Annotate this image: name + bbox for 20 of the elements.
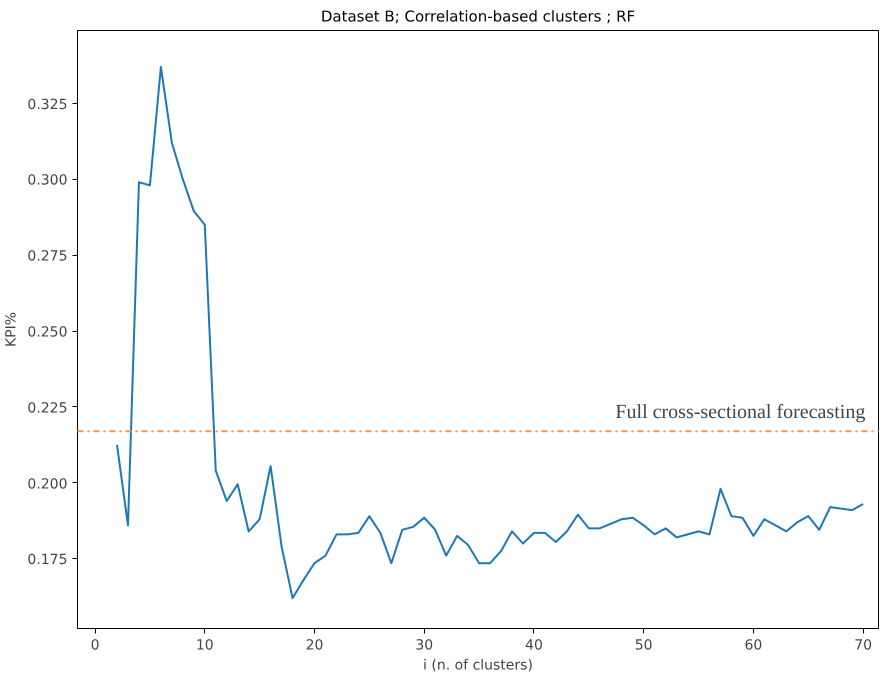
y-tick-label: 0.325 <box>27 96 68 113</box>
x-tick-label: 70 <box>854 638 872 654</box>
line-series <box>116 66 864 600</box>
y-axis-title: KPI% <box>3 312 20 348</box>
x-tick-label: 30 <box>415 638 434 654</box>
x-axis-title: i (n. of clusters) <box>423 658 533 674</box>
x-tick-label: 50 <box>634 638 653 654</box>
y-tick-label: 0.275 <box>27 248 68 265</box>
y-tick-label: 0.250 <box>27 324 68 341</box>
ref-line-label: Full cross-sectional forecasting <box>615 401 866 424</box>
x-tick-label: 60 <box>744 638 762 654</box>
y-tick-label: 0.175 <box>27 552 68 568</box>
y-tick-label: 0.200 <box>27 476 68 492</box>
x-tick-label: 40 <box>525 638 543 654</box>
y-tick-label: 0.300 <box>27 172 68 189</box>
x-tick-label: 0 <box>90 638 100 654</box>
x-tick-label: 20 <box>306 638 324 654</box>
x-tick-label: 10 <box>196 638 214 654</box>
chart-title: Dataset B; Correlation-based clusters ; RF <box>320 8 636 26</box>
y-tick-label: 0.225 <box>27 400 68 416</box>
